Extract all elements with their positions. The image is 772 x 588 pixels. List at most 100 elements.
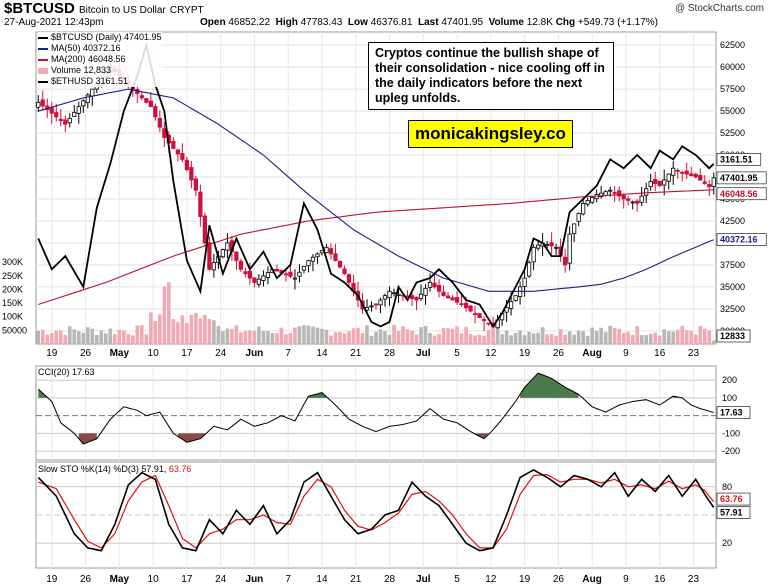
volume-bar [527, 331, 531, 344]
volume-bar [320, 328, 324, 344]
x-tick-label: 26 [553, 574, 565, 585]
candle-body [157, 117, 162, 128]
volume-bar [635, 326, 639, 344]
price-tick-label: 60000 [720, 62, 745, 72]
candle-body [608, 189, 613, 192]
candle-body [40, 99, 45, 107]
volume-bar [608, 325, 612, 344]
volume-bar [684, 330, 689, 344]
volume-bar [495, 326, 500, 344]
candle-body [288, 271, 293, 277]
candle-body [369, 305, 374, 308]
sto-k-value: 57.91, [141, 464, 169, 474]
candle-body [445, 295, 451, 299]
candle-body [211, 262, 216, 271]
sto-d-line [38, 473, 715, 549]
x-tick-label: 14 [316, 348, 328, 359]
candle-body [189, 167, 194, 181]
volume-bar [405, 329, 410, 344]
sto-legend: Slow STO %K(14) %D(3) 57.91, 63.76 [38, 464, 191, 474]
volume-bar [576, 330, 581, 344]
candle-body [387, 290, 392, 299]
price-tick-label: 32500 [720, 304, 745, 314]
volume-bar [94, 334, 99, 344]
legend-ethusd: $ETHUSD 3161.51 [51, 76, 129, 86]
volume-bar [680, 325, 685, 344]
volume-bar [369, 335, 374, 344]
candle-body [63, 119, 68, 125]
x-tick-label: 5 [454, 348, 460, 359]
volume-bar [203, 314, 207, 344]
candle-body [148, 100, 153, 108]
volume-bar [630, 334, 635, 344]
candle-body [617, 190, 622, 197]
ohlc-stats: Open 46852.22 High 47783.43 Low 46376.81… [200, 17, 658, 28]
x-tick-label: 9 [623, 348, 629, 359]
volume-bar [468, 333, 473, 344]
volume-bar [662, 329, 667, 344]
volume-bar [135, 325, 140, 344]
candle-body [644, 188, 649, 196]
candle-body [301, 265, 307, 271]
volume-bar [288, 332, 293, 344]
volume-bar [639, 334, 644, 344]
volume-bar [648, 333, 653, 344]
candle-body [711, 177, 716, 187]
volume-bar [198, 318, 203, 344]
volume-bar [176, 322, 180, 344]
volume-bar [167, 282, 171, 344]
candle-body [702, 181, 707, 184]
candle-body [256, 278, 262, 285]
volume-bar [149, 312, 153, 344]
x-tick-label: 23 [688, 574, 700, 585]
tag-ma50-bg [716, 233, 767, 246]
price-tick-label: 35000 [720, 282, 745, 292]
candle-body [481, 318, 487, 321]
volume-bar [477, 334, 482, 344]
candle-body [427, 282, 433, 288]
x-tick-label: Jun [246, 574, 264, 585]
x-tick-label: 14 [316, 574, 328, 585]
x-tick-label: 12 [485, 574, 497, 585]
legend-ma200: MA(200) 46048.56 [51, 54, 126, 64]
candle-body [54, 112, 59, 118]
candle-body [599, 192, 604, 198]
volume-bar [513, 332, 518, 344]
volume-bar [441, 328, 446, 344]
candle-body [337, 260, 343, 268]
candle-body [657, 180, 662, 187]
x-tick-label: 9 [623, 574, 629, 585]
volume-bar [36, 330, 41, 344]
volume-bar [225, 328, 230, 344]
candle-body [49, 107, 54, 114]
candle-body [549, 242, 554, 247]
volume-bar [437, 334, 441, 344]
volume-bar [536, 332, 540, 344]
volume-bar [189, 314, 194, 344]
volume-bar [99, 330, 104, 344]
volume-bar [180, 315, 185, 344]
candle-body [486, 322, 491, 325]
legend-main: $BTCUSD (Daily) 47401.95 [51, 32, 162, 42]
volume-bar [455, 326, 459, 344]
candle-body [666, 173, 671, 182]
volume-bar [365, 325, 369, 344]
volume-tick-label: 100K [2, 312, 23, 322]
candle-body [283, 273, 289, 276]
price-tick-label: 55000 [720, 106, 745, 116]
candle-body [409, 295, 415, 299]
volume-bar [554, 335, 558, 344]
x-tick-label: 19 [519, 348, 531, 359]
candle-body [522, 277, 527, 287]
volume-bar [558, 329, 563, 344]
candle-body [531, 246, 536, 263]
volume-bar [76, 331, 81, 344]
volume-bar [644, 335, 648, 344]
candle-body [630, 201, 635, 204]
volume-bar [657, 335, 662, 344]
candle-body [243, 271, 248, 275]
tag-sto-k-bg [716, 506, 751, 519]
candle-body [581, 202, 586, 215]
volume-bar [360, 332, 365, 344]
candle-body [382, 295, 388, 300]
